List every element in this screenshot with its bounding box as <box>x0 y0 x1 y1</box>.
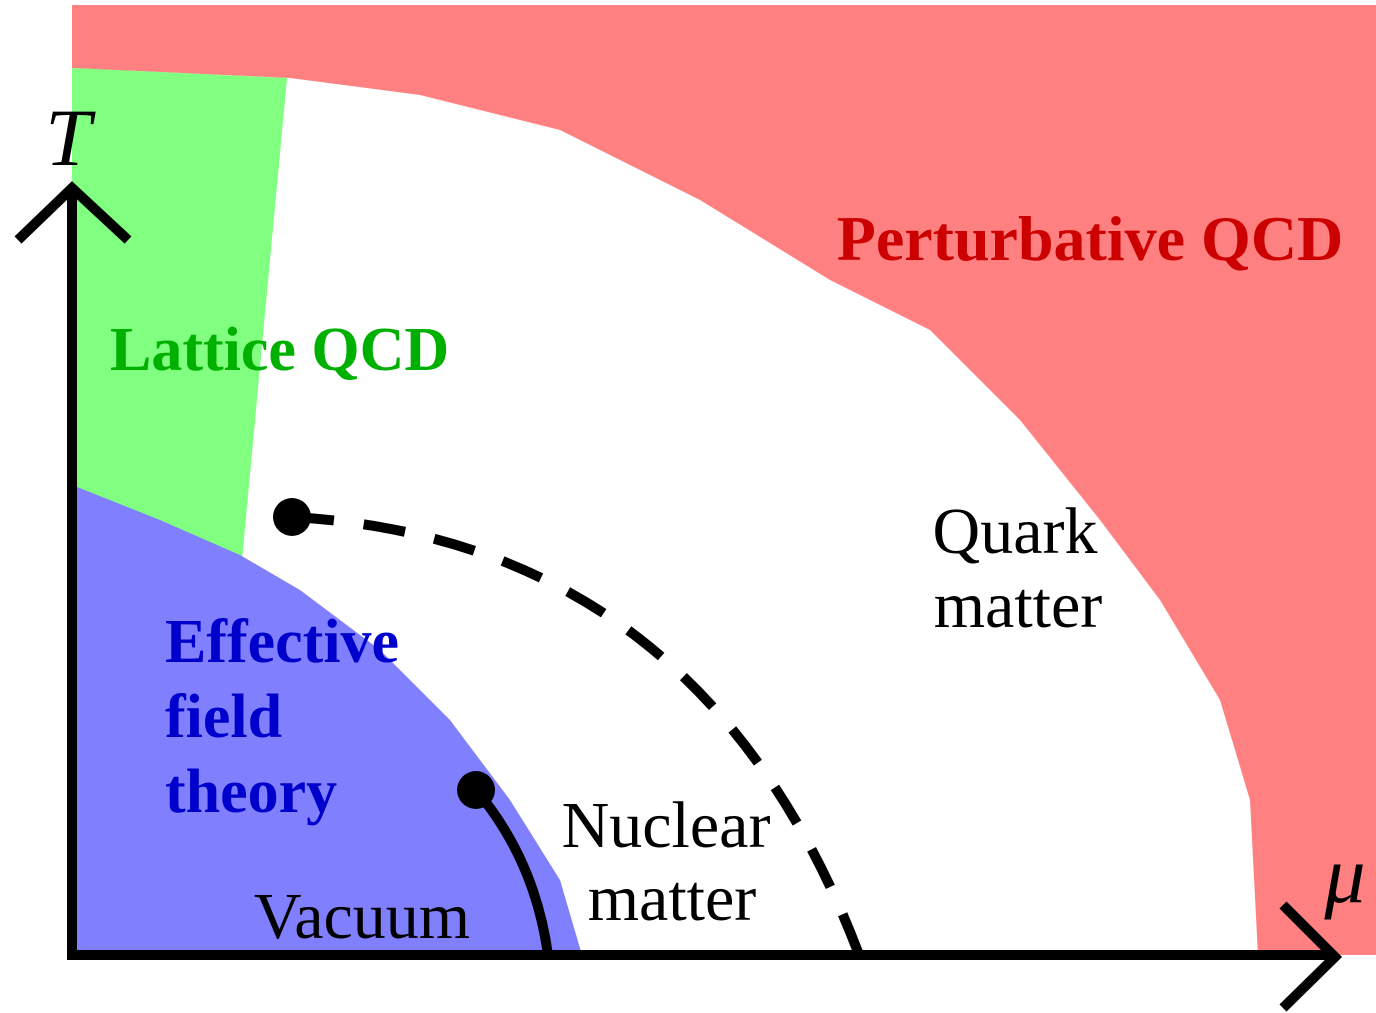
region-label: Lattice QCD <box>110 316 449 384</box>
region-label: Effective <box>165 608 399 676</box>
region-label: matter <box>588 862 757 935</box>
region-label: Quark <box>933 495 1098 568</box>
x-axis-label: μ <box>1323 829 1365 920</box>
lattice-region <box>72 68 287 560</box>
axes <box>14 181 1343 1012</box>
y-axis-label: T <box>45 92 96 183</box>
region-label: Nuclear <box>562 789 771 862</box>
nuclear-critical-point <box>457 771 495 809</box>
effective-region <box>72 485 582 955</box>
critical-point <box>273 498 311 536</box>
region-label: field <box>165 683 282 751</box>
region-label: Vacuum <box>254 880 470 953</box>
x-arrow <box>1279 901 1343 1012</box>
region-label: matter <box>934 569 1103 642</box>
crossover-line <box>291 512 863 954</box>
y-arrow <box>14 181 132 244</box>
region-label: theory <box>165 758 337 826</box>
region-label: Perturbative QCD <box>837 203 1344 274</box>
nuclear-transition-line <box>472 786 553 956</box>
